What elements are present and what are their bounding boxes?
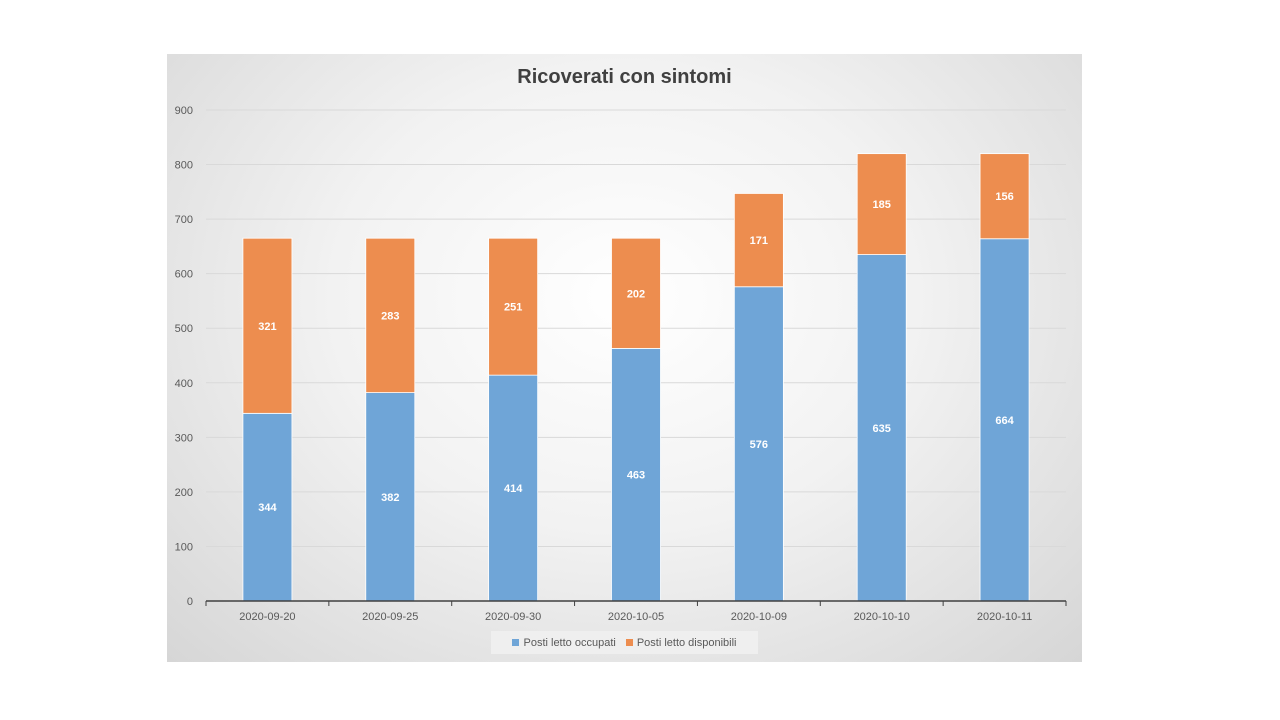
data-label-available: 171 [750, 235, 768, 247]
legend: Posti letto occupati Posti letto disponi… [491, 631, 758, 654]
data-label-available: 283 [381, 310, 399, 322]
bar-occupied [611, 348, 661, 602]
x-tick-label: 2020-10-10 [854, 611, 910, 623]
legend-item-available: Posti letto disponibili [625, 636, 737, 649]
legend-item-occupied: Posti letto occupati [512, 636, 616, 649]
data-label-occupied: 414 [504, 483, 523, 495]
data-label-occupied: 664 [995, 415, 1014, 427]
x-tick-label: 2020-10-05 [608, 611, 664, 623]
y-tick-label: 400 [175, 378, 193, 390]
y-tick-label: 500 [175, 323, 193, 335]
chart-plot: 0 100 200 300 400 500 600 700 800 900 344 321 2020-0… [175, 105, 1067, 623]
data-label-available: 185 [873, 199, 891, 211]
data-label-available: 251 [504, 302, 522, 314]
data-label-occupied: 463 [627, 470, 645, 482]
bar-occupied [488, 374, 539, 602]
data-label-available: 202 [627, 288, 645, 300]
data-label-available: 156 [995, 191, 1013, 203]
x-tick-label: 2020-09-20 [239, 611, 295, 623]
y-tick-label: 100 [175, 541, 193, 553]
y-tick-label: 900 [175, 105, 193, 117]
x-tick-label: 2020-10-11 [977, 611, 1032, 623]
x-tick-label: 2020-09-25 [362, 611, 418, 623]
y-tick-label: 300 [175, 432, 193, 444]
data-label-available: 321 [258, 321, 276, 333]
y-tick-label: 700 [175, 214, 193, 226]
data-label-occupied: 344 [258, 502, 277, 514]
data-label-occupied: 635 [873, 423, 891, 435]
y-tick-label: 0 [187, 596, 193, 608]
bar-occupied [242, 412, 293, 602]
x-tick-label: 2020-09-30 [485, 611, 541, 623]
bar-available [242, 237, 293, 414]
data-label-occupied: 382 [381, 492, 399, 504]
bar-available [488, 237, 539, 376]
legend-swatch-occupied [512, 639, 520, 646]
legend-label-occupied: Posti letto occupati [523, 636, 616, 649]
y-tick-label: 200 [175, 487, 193, 499]
y-tick-label: 800 [175, 160, 193, 172]
legend-swatch-available [625, 639, 633, 646]
bar-available [611, 237, 661, 349]
bar-available [733, 193, 784, 288]
chart-title: Ricoverati con sintomi [517, 66, 732, 88]
bar-available [979, 153, 1030, 240]
bar-available [365, 237, 416, 393]
legend-label-available: Posti letto disponibili [636, 636, 737, 649]
bar-available [856, 153, 907, 255]
chart-area: 0 100 200 300 400 500 600 700 800 900 344 321 2020-0… [167, 54, 1082, 662]
data-label-occupied: 576 [750, 439, 768, 451]
x-tick-label: 2020-10-09 [731, 611, 787, 623]
y-tick-label: 600 [175, 269, 193, 281]
